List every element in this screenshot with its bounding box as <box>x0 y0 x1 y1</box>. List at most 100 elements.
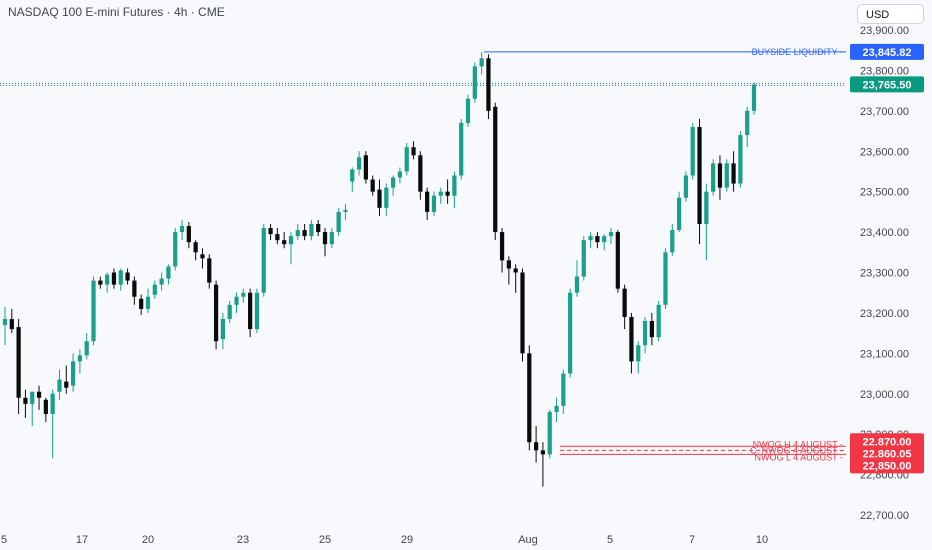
candle-body <box>404 147 409 172</box>
candle-body <box>322 232 328 245</box>
candle-body <box>493 106 498 233</box>
y-tick-label: 23,100.00 <box>860 348 909 360</box>
candle-body <box>193 242 198 253</box>
candle-body <box>186 226 191 243</box>
candle-body <box>431 195 437 212</box>
candle-body <box>384 187 389 208</box>
x-tick-label: 29 <box>401 534 413 546</box>
candle-body <box>254 292 260 330</box>
candle-body <box>268 228 273 235</box>
candle-body <box>465 98 471 123</box>
candle-body <box>111 272 117 285</box>
candle-body <box>636 345 641 362</box>
candle-body <box>472 66 477 99</box>
candle-body <box>2 318 8 326</box>
candle-body <box>43 399 48 414</box>
candle-body <box>173 232 178 267</box>
candle-body <box>23 397 28 404</box>
candle-body <box>84 341 89 356</box>
x-tick-label: 5 <box>607 534 613 546</box>
currency-button[interactable]: USD <box>857 4 924 24</box>
x-tick-label: 5 <box>1 534 7 546</box>
buyside-liquidity-price-box <box>850 43 924 60</box>
candle-body <box>105 274 110 285</box>
candle-body <box>411 147 416 156</box>
candle-body <box>159 278 164 285</box>
y-tick-label: 23,300.00 <box>860 268 909 280</box>
candle-body <box>36 391 42 398</box>
candle-body <box>527 353 532 443</box>
x-tick-label: 20 <box>142 534 154 546</box>
candle-body <box>676 197 682 231</box>
candle-body <box>288 236 294 245</box>
candle-body <box>595 236 600 243</box>
candle-body <box>751 84 757 111</box>
y-tick-label: 23,000.00 <box>860 389 909 401</box>
nwog-high-price-label: 22,870.00 <box>863 436 912 448</box>
candle-body <box>302 230 307 237</box>
candle-body <box>568 292 573 374</box>
candle-body <box>513 268 518 273</box>
candle-body <box>642 321 648 346</box>
nwog-low-price-label: 22,850.00 <box>863 460 912 472</box>
candle-body <box>602 236 607 243</box>
candle-body <box>282 240 287 245</box>
y-tick-label: 22,700.00 <box>860 510 909 522</box>
candle-body <box>234 296 239 305</box>
candle-body <box>329 232 334 245</box>
candle-body <box>213 284 219 342</box>
candle-body <box>745 110 750 136</box>
candle-body <box>227 304 232 319</box>
last-price-label: 23,765.50 <box>863 79 912 91</box>
candle-body <box>588 236 593 241</box>
chart-title: NASDAQ 100 E-mini Futures · 4h · CME <box>8 5 225 19</box>
candle-body <box>670 230 675 253</box>
candle-body <box>200 254 205 259</box>
candle-body <box>77 355 83 362</box>
y-tick-label: 23,400.00 <box>860 227 909 239</box>
candle-body <box>506 260 511 269</box>
candle-body <box>533 442 539 451</box>
candle-body <box>615 232 620 289</box>
nwog-high-price-box <box>850 433 924 450</box>
candle-body <box>581 240 586 277</box>
candle-body <box>336 211 341 233</box>
y-tick-label: 23,500.00 <box>860 187 909 199</box>
candle-body <box>57 379 62 392</box>
nwog-high-label: NWOG H 4 AUGUST - <box>753 439 843 449</box>
candle-body <box>649 321 654 338</box>
candle-body <box>697 127 702 224</box>
candle-body <box>561 373 566 406</box>
candle-body <box>295 230 300 237</box>
candle-body <box>220 318 226 340</box>
candle-body <box>486 58 491 111</box>
candle-body <box>241 292 246 297</box>
candle-body <box>166 266 171 279</box>
candle-body <box>125 272 130 281</box>
candle-body <box>540 450 546 455</box>
candle-body <box>520 272 525 354</box>
candle-body <box>738 135 743 184</box>
candle-body <box>425 191 430 212</box>
candle-body <box>152 284 157 295</box>
candle-body <box>479 58 484 67</box>
candle-body <box>438 191 443 196</box>
candle-body <box>118 270 123 285</box>
buyside-liquidity-label: BUYSIDE LIQUIDITY - <box>752 47 843 57</box>
x-tick-label: 10 <box>756 534 768 546</box>
candle-body <box>622 288 627 317</box>
candle-body <box>139 298 144 309</box>
nwog-low-label: NWOG L 4 AUGUST - <box>754 452 843 462</box>
y-tick-label: 23,600.00 <box>860 146 909 158</box>
candle-body <box>608 232 614 237</box>
candle-body <box>132 280 137 297</box>
candle-body <box>499 232 505 261</box>
candle-body <box>445 191 450 196</box>
nwog-ce-label: C. NWOG 4 AUGUST - <box>750 445 843 455</box>
candle-body <box>145 296 151 309</box>
candle-body <box>554 405 559 412</box>
candle-body <box>724 163 729 188</box>
candle-body <box>452 175 457 196</box>
candle-body <box>261 228 266 293</box>
